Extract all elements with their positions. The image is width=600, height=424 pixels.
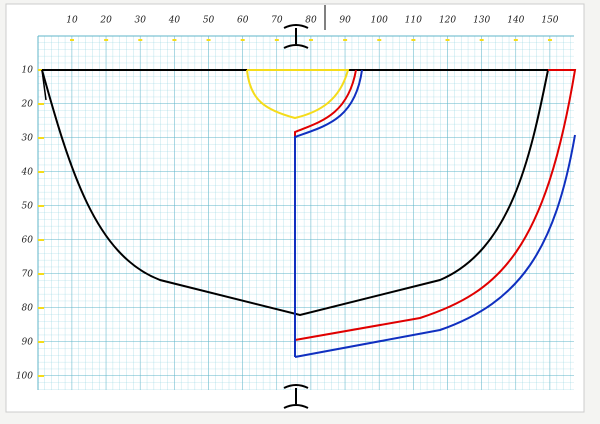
left-scale-label: 80: [22, 304, 34, 314]
black-curve: [41, 69, 549, 317]
top-scale-label: 150: [541, 16, 558, 26]
left-scale-label: 90: [22, 338, 34, 348]
top-scale-label: 50: [203, 16, 215, 26]
top-scale-label: 40: [168, 16, 181, 26]
top-scale-label: 70: [271, 16, 283, 26]
top-scale-label: 90: [339, 16, 351, 26]
bottom-clip: [283, 384, 309, 409]
blue-inner: [294, 69, 363, 357]
left-scale-label: 30: [22, 134, 34, 144]
top-scale-label: 100: [371, 16, 388, 26]
red-outer: [294, 69, 577, 341]
blue-outer: [294, 134, 576, 358]
left-scale-label: 60: [22, 236, 34, 246]
top-scale-label: 120: [439, 16, 456, 26]
left-scale-label: 50: [22, 202, 34, 212]
left-scale-label: 10: [22, 66, 34, 76]
top-scale-label: 60: [237, 16, 249, 26]
black-tick: [41, 69, 47, 101]
top-scale-label: 110: [405, 16, 422, 26]
major-grid: [38, 36, 574, 390]
top-scale-label: 80: [305, 16, 317, 26]
scale-labels: 10 20 30 40 50 60 70 80 90 100 110 120 130 140 150 10 20…: [16, 16, 559, 382]
top-scale-label: 30: [135, 16, 147, 26]
left-scale-label: 20: [21, 100, 34, 110]
left-scale-label: 100: [16, 372, 33, 382]
top-scale-label: 130: [473, 16, 490, 26]
top-scale-label: 140: [507, 16, 524, 26]
pattern-lines: [41, 5, 577, 409]
top-scale-label: 20: [99, 16, 112, 26]
red-inner: [294, 69, 357, 340]
left-scale-label: 70: [22, 270, 34, 280]
top-scale-label: 10: [66, 16, 78, 26]
left-scale-label: 40: [21, 168, 34, 178]
top-clip: [283, 24, 309, 49]
yellow-curve: [246, 69, 350, 120]
